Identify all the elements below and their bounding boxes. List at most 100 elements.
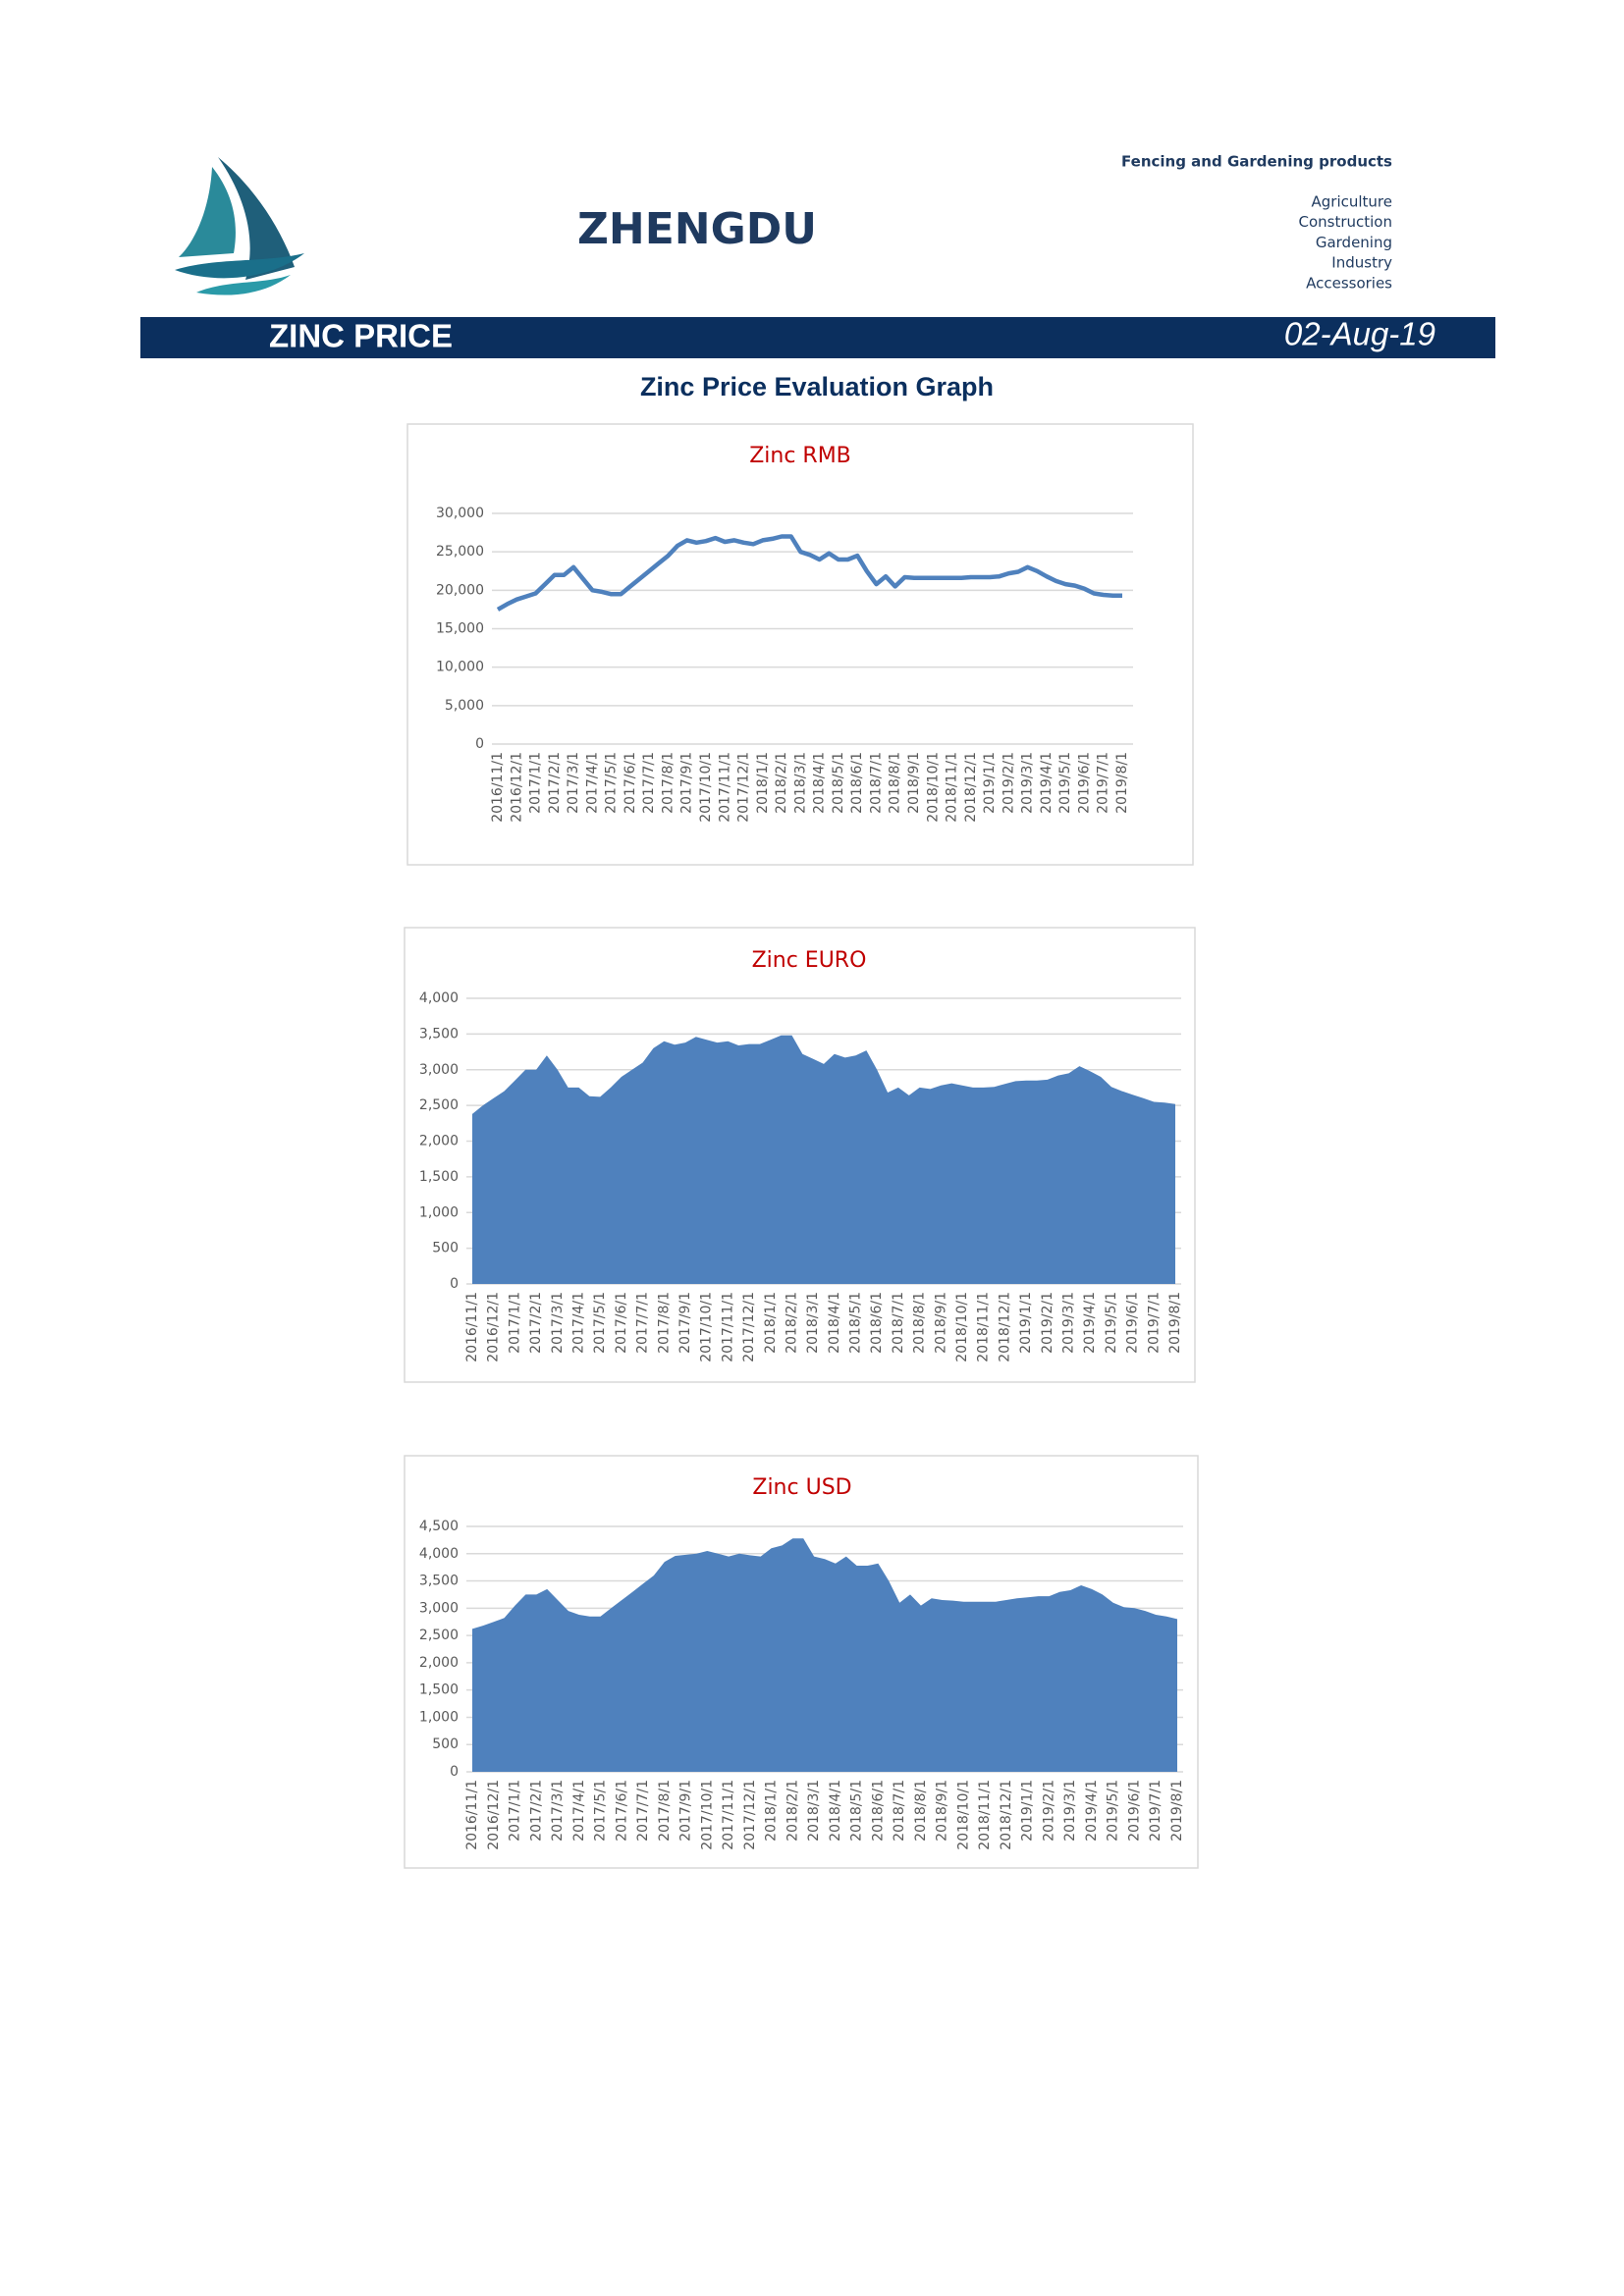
x-tick-label: 2018/4/1 xyxy=(828,1780,843,1842)
x-tick-label: 2018/7/1 xyxy=(891,1292,906,1354)
x-tick-label: 2019/2/1 xyxy=(1040,1292,1056,1354)
y-tick-label: 5,000 xyxy=(445,698,484,714)
x-tick-label: 2019/3/1 xyxy=(1062,1780,1078,1842)
product-item: Gardening xyxy=(1316,234,1392,251)
x-tick-label: 2019/4/1 xyxy=(1039,752,1055,814)
x-tick-label: 2018/10/1 xyxy=(925,752,941,823)
x-tick-label: 2018/12/1 xyxy=(963,752,979,823)
chart-title: Zinc USD xyxy=(752,1475,851,1500)
x-tick-label: 2019/7/1 xyxy=(1096,752,1111,814)
x-tick-label: 2018/10/1 xyxy=(955,1780,971,1850)
x-tick-label: 2017/12/1 xyxy=(742,1780,758,1850)
y-tick-label: 500 xyxy=(432,1241,459,1256)
x-tick-label: 2017/5/1 xyxy=(593,1780,609,1842)
chart-title: Zinc RMB xyxy=(749,444,851,468)
section-title: Zinc Price Evaluation Graph xyxy=(640,372,994,401)
x-tick-label: 2018/11/1 xyxy=(977,1780,993,1850)
x-tick-label: 2017/5/1 xyxy=(604,752,620,814)
price-area xyxy=(472,1538,1177,1772)
y-tick-label: 2,500 xyxy=(419,1628,459,1643)
product-item: Industry xyxy=(1331,254,1392,272)
x-tick-label: 2017/3/1 xyxy=(550,1780,566,1842)
x-tick-label: 2017/7/1 xyxy=(635,1780,651,1842)
x-tick-label: 2018/2/1 xyxy=(784,1292,799,1354)
x-tick-label: 2017/10/1 xyxy=(699,1292,715,1362)
tagline: Fencing and Gardening products xyxy=(1121,153,1392,171)
x-tick-label: 2018/11/1 xyxy=(976,1292,992,1362)
y-tick-label: 3,000 xyxy=(419,1600,459,1616)
x-tick-label: 2016/11/1 xyxy=(464,1292,480,1362)
x-tick-label: 2018/7/1 xyxy=(892,1780,907,1842)
y-tick-label: 3,000 xyxy=(419,1062,459,1078)
x-tick-label: 2018/5/1 xyxy=(848,1292,864,1354)
x-tick-label: 2017/11/1 xyxy=(717,752,732,823)
x-tick-label: 2018/8/1 xyxy=(913,1780,929,1842)
x-tick-label: 2019/6/1 xyxy=(1125,1292,1141,1354)
x-tick-label: 2017/10/1 xyxy=(698,752,714,823)
x-tick-label: 2019/7/1 xyxy=(1146,1292,1162,1354)
x-tick-label: 2017/8/1 xyxy=(660,752,676,814)
x-tick-label: 2017/11/1 xyxy=(720,1292,735,1362)
y-tick-label: 1,000 xyxy=(419,1709,459,1725)
x-tick-label: 2017/9/1 xyxy=(679,752,695,814)
band-title: ZINC PRICE xyxy=(269,318,453,354)
x-tick-label: 2019/5/1 xyxy=(1106,1780,1121,1842)
x-tick-label: 2016/11/1 xyxy=(464,1780,480,1850)
x-tick-label: 2018/4/1 xyxy=(827,1292,842,1354)
x-tick-label: 2017/4/1 xyxy=(584,752,600,814)
y-tick-label: 1,000 xyxy=(419,1204,459,1220)
x-tick-label: 2018/11/1 xyxy=(945,752,960,823)
x-tick-label: 2017/7/1 xyxy=(635,1292,651,1354)
x-tick-label: 2018/1/1 xyxy=(763,1292,779,1354)
x-tick-label: 2016/11/1 xyxy=(490,752,506,823)
x-tick-label: 2019/1/1 xyxy=(1020,1780,1036,1842)
y-tick-label: 1,500 xyxy=(419,1682,459,1698)
x-tick-label: 2018/8/1 xyxy=(912,1292,928,1354)
x-tick-label: 2018/1/1 xyxy=(755,752,771,814)
x-tick-label: 2017/8/1 xyxy=(656,1292,672,1354)
x-tick-label: 2017/3/1 xyxy=(550,1292,566,1354)
x-tick-label: 2018/2/1 xyxy=(785,1780,800,1842)
x-tick-label: 2018/3/1 xyxy=(792,752,808,814)
x-tick-label: 2016/12/1 xyxy=(509,752,524,823)
x-tick-label: 2017/8/1 xyxy=(657,1780,673,1842)
x-tick-label: 2017/1/1 xyxy=(508,1780,523,1842)
x-tick-label: 2018/7/1 xyxy=(868,752,884,814)
y-tick-label: 500 xyxy=(432,1736,459,1752)
x-tick-label: 2018/4/1 xyxy=(812,752,828,814)
x-tick-label: 2019/1/1 xyxy=(1018,1292,1034,1354)
x-tick-label: 2017/1/1 xyxy=(507,1292,522,1354)
product-item: Accessories xyxy=(1306,274,1392,292)
x-tick-label: 2017/1/1 xyxy=(528,752,544,814)
x-tick-label: 2018/12/1 xyxy=(997,1292,1012,1362)
x-tick-label: 2019/3/1 xyxy=(1061,1292,1077,1354)
logo xyxy=(175,157,304,295)
product-list: Agriculture Construction Gardening Industry… xyxy=(1298,193,1392,293)
x-tick-label: 2018/10/1 xyxy=(954,1292,970,1362)
x-tick-label: 2019/2/1 xyxy=(1041,1780,1056,1842)
x-tick-label: 2019/1/1 xyxy=(982,752,998,814)
y-tick-label: 25,000 xyxy=(436,544,484,560)
title-band xyxy=(140,317,1495,358)
x-tick-label: 2017/9/1 xyxy=(678,1780,694,1842)
x-tick-label: 2017/2/1 xyxy=(528,1780,544,1842)
x-tick-label: 2019/4/1 xyxy=(1082,1292,1098,1354)
x-tick-label: 2018/1/1 xyxy=(764,1780,780,1842)
x-tick-label: 2017/7/1 xyxy=(641,752,657,814)
logo-wave xyxy=(196,275,291,295)
x-tick-label: 2018/9/1 xyxy=(906,752,922,814)
x-tick-label: 2018/3/1 xyxy=(805,1292,821,1354)
x-tick-label: 2019/5/1 xyxy=(1057,752,1073,814)
report-date: 02-Aug-19 xyxy=(1284,316,1435,352)
y-tick-label: 3,500 xyxy=(419,1026,459,1041)
y-tick-label: 4,000 xyxy=(419,990,459,1006)
x-tick-label: 2018/9/1 xyxy=(933,1292,948,1354)
y-tick-label: 15,000 xyxy=(436,621,484,637)
y-tick-label: 10,000 xyxy=(436,660,484,675)
chart-title: Zinc EURO xyxy=(752,948,867,973)
x-tick-label: 2017/10/1 xyxy=(699,1780,715,1850)
x-tick-label: 2018/6/1 xyxy=(869,1292,885,1354)
x-tick-label: 2018/3/1 xyxy=(806,1780,822,1842)
x-tick-label: 2018/6/1 xyxy=(870,1780,886,1842)
